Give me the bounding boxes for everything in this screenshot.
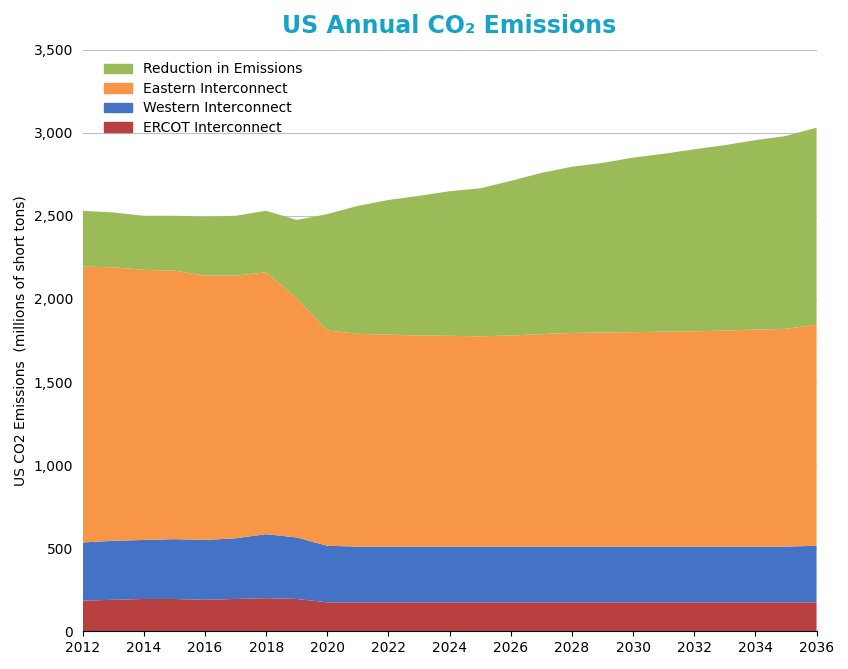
Title: US Annual CO₂ Emissions: US Annual CO₂ Emissions — [282, 14, 616, 38]
Legend: Reduction in Emissions, Eastern Interconnect, Western Interconnect, ERCOT Interc: Reduction in Emissions, Eastern Intercon… — [104, 62, 303, 135]
Y-axis label: US CO2 Emissions  (millions of short tons): US CO2 Emissions (millions of short tons… — [14, 195, 28, 486]
